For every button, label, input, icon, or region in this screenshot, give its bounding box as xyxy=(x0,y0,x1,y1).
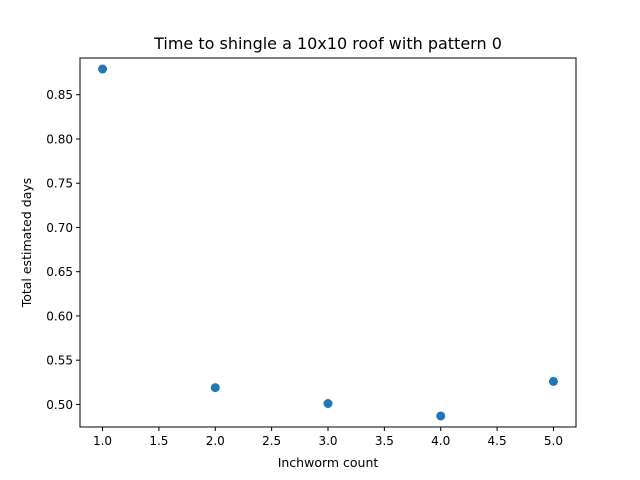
data-point xyxy=(98,64,108,74)
y-tick-label: 0.60 xyxy=(46,309,73,323)
y-tick-label: 0.65 xyxy=(46,265,73,279)
x-tick-label: 2.5 xyxy=(262,434,281,448)
x-tick-label: 5.0 xyxy=(544,434,563,448)
y-tick-label: 0.80 xyxy=(46,132,73,146)
y-tick-label: 0.70 xyxy=(46,221,73,235)
y-tick-label: 0.85 xyxy=(46,88,73,102)
y-tick-label: 0.50 xyxy=(46,398,73,412)
x-axis-label: Inchworm count xyxy=(278,455,379,470)
data-point xyxy=(548,376,558,386)
x-tick-label: 3.0 xyxy=(318,434,337,448)
x-tick-label: 2.0 xyxy=(206,434,225,448)
data-point xyxy=(436,411,446,421)
data-point xyxy=(210,383,220,393)
plot-area-frame xyxy=(79,57,577,428)
data-point xyxy=(323,399,333,409)
chart-title: Time to shingle a 10x10 roof with patter… xyxy=(153,34,502,53)
y-tick-label: 0.55 xyxy=(46,354,73,368)
x-axis-ticks: 1.0 1.5 2.0 2.5 3.0 3.5 4.0 4.5 5.0 xyxy=(93,427,563,448)
x-tick-label: 4.5 xyxy=(488,434,507,448)
data-points xyxy=(98,64,558,421)
y-tick-label: 0.75 xyxy=(46,177,73,191)
x-tick-label: 3.5 xyxy=(375,434,394,448)
x-tick-label: 1.5 xyxy=(149,434,168,448)
x-tick-label: 1.0 xyxy=(93,434,112,448)
x-tick-label: 4.0 xyxy=(431,434,450,448)
y-axis-label: Total estimated days xyxy=(19,178,34,309)
y-axis-ticks: 0.50 0.55 0.60 0.65 0.70 0.75 0.80 0.85 xyxy=(46,88,80,412)
